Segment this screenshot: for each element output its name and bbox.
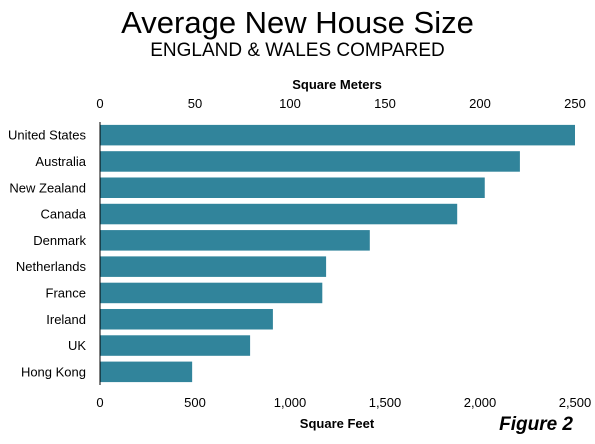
chart-title: Average New House Size (121, 5, 474, 40)
top-tick-label: 150 (374, 96, 396, 111)
top-tick-label: 0 (96, 96, 103, 111)
bottom-tick-label: 0 (96, 395, 103, 410)
top-axis-title: Square Meters (292, 77, 382, 92)
top-tick-label: 50 (188, 96, 202, 111)
top-tick-label: 250 (564, 96, 586, 111)
bar-united-states (100, 124, 575, 146)
category-label: Ireland (46, 312, 86, 327)
category-label: Denmark (33, 233, 86, 248)
bar-hong-kong (100, 361, 193, 383)
category-label: Netherlands (16, 259, 87, 274)
category-label: Canada (40, 207, 86, 222)
category-label: UK (68, 338, 86, 353)
category-label: New Zealand (9, 180, 86, 195)
category-label: Hong Kong (21, 364, 86, 379)
bottom-tick-label: 1,000 (274, 395, 307, 410)
bar-france (100, 282, 323, 304)
bottom-tick-label: 500 (184, 395, 206, 410)
category-label: United States (8, 128, 87, 143)
category-label: France (46, 285, 86, 300)
bar-ireland (100, 308, 273, 330)
bottom-tick-label: 2,000 (464, 395, 497, 410)
plot-area: United States Australia New Zealand Canada D… (8, 96, 591, 410)
chart-subtitle: ENGLAND & WALES COMPARED (150, 40, 445, 61)
bottom-axis-title: Square Feet (300, 416, 375, 431)
figure-label: Figure 2 (499, 414, 573, 435)
bar-new-zealand (100, 177, 485, 198)
bar-australia (100, 151, 520, 172)
bar-uk (100, 335, 251, 356)
bar-denmark (100, 230, 370, 251)
bar-netherlands (100, 256, 327, 277)
bar-canada (100, 203, 458, 225)
top-tick-label: 200 (469, 96, 491, 111)
category-label: Australia (35, 154, 86, 169)
bottom-tick-label: 1,500 (369, 395, 402, 410)
top-tick-label: 100 (279, 96, 301, 111)
bottom-tick-label: 2,500 (559, 395, 592, 410)
